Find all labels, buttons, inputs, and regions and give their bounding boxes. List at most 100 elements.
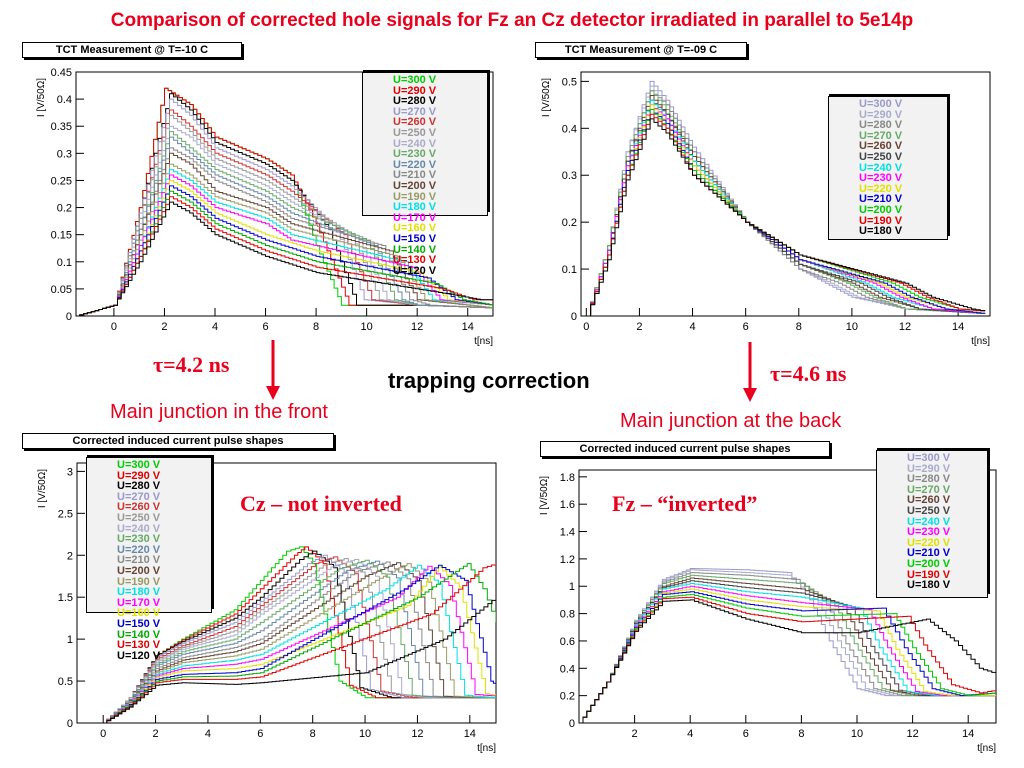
x-tick-label: 0 (583, 321, 589, 333)
legend-entry: U=180 V (117, 586, 161, 599)
legend-entry: U=190 V (907, 568, 951, 581)
legend-entry: U=250 V (907, 504, 951, 517)
x-tick-label: 6 (257, 728, 263, 740)
legend-entry: U=300 V (859, 98, 903, 110)
legend-top-left: U=300 V U=290 V U=280 V U=270 V U=260 V U=250… (362, 70, 490, 276)
series-line (579, 574, 996, 723)
junction-left-label: Main junction in the front (110, 401, 328, 423)
x-tick-label: 0 (111, 321, 117, 333)
y-tick-label: 1.2 (560, 554, 575, 566)
y-axis-label: I [V/50Ω] (541, 78, 552, 117)
legend-entry: U=130 V (393, 254, 437, 267)
legend-entry: U=230 V (117, 533, 161, 546)
y-tick-label: 0.15 (51, 230, 72, 242)
legend-entry: U=280 V (117, 480, 161, 493)
legend-entry: U=270 V (117, 490, 161, 503)
y-axis-label: I [V/50Ω] (36, 78, 47, 117)
legend-entry: U=260 V (907, 494, 951, 507)
y-tick-label: 0.4 (560, 663, 575, 675)
series-line (76, 152, 493, 316)
series-line (77, 558, 496, 723)
legend-entry: U=220 V (907, 536, 951, 549)
x-tick-label: 6 (743, 728, 749, 740)
x-tick-label: 10 (359, 728, 371, 740)
y-tick-label: 1.8 (560, 472, 575, 484)
y-tick-label: 1 (67, 634, 73, 646)
legend-entry: U=190 V (117, 575, 161, 588)
y-tick-label: 0.4 (57, 94, 72, 106)
legend-entry: U=150 V (117, 617, 161, 630)
y-tick-label: 0 (67, 718, 73, 730)
legend-entry: U=270 V (907, 483, 951, 496)
legend-entry: U=300 V (393, 74, 437, 86)
series-line (579, 593, 996, 723)
series-line (76, 163, 493, 316)
y-tick-label: 0.5 (562, 76, 577, 88)
legend-entry: U=200 V (393, 179, 437, 192)
y-tick-label: 1.6 (560, 499, 575, 511)
series-line (579, 599, 996, 723)
legend-top-right: U=300 V U=290 V U=280 V U=270 V U=260 V U=250… (828, 94, 950, 240)
legend-entry: U=160 V (393, 222, 437, 235)
legend-entry: U=290 V (859, 108, 903, 121)
legend-entry: U=200 V (907, 557, 951, 570)
legend-entry: U=250 V (117, 511, 161, 524)
fz-label: Fz – “inverted” (612, 491, 758, 516)
legend-entry: U=180 V (907, 579, 951, 592)
y-tick-label: 0 (569, 718, 575, 730)
y-tick-label: 0.6 (560, 636, 575, 648)
x-tick-label: 12 (411, 728, 423, 740)
x-tick-label: 2 (161, 321, 167, 333)
x-axis-label: t[ns] (977, 743, 996, 754)
legend-entry: U=220 V (117, 543, 161, 556)
legend-entry: U=120 V (393, 264, 437, 277)
x-tick-label: 12 (411, 321, 423, 333)
legend-entry: U=130 V (117, 639, 161, 652)
legend-bottom-right: U=300 V U=290 V U=280 V U=270 V U=260 V U=250… (876, 448, 990, 598)
x-tick-label: 12 (899, 321, 911, 333)
legend-entry: U=250 V (859, 150, 903, 163)
tau-right-label: τ=4.6 ns (770, 361, 847, 386)
legend-entry: U=180 V (393, 201, 437, 214)
x-tick-label: 14 (464, 728, 476, 740)
legend-entry: U=300 V (907, 452, 951, 464)
legend-entry: U=300 V (117, 459, 161, 471)
legend-entry: U=170 V (117, 596, 161, 609)
cz-label: Cz – not inverted (240, 491, 402, 516)
x-tick-label: 0 (100, 728, 106, 740)
legend-entry: U=260 V (117, 501, 161, 514)
x-tick-label: 2 (632, 728, 638, 740)
y-axis-label: I [V/50Ω] (37, 469, 48, 508)
legend-entry: U=200 V (859, 203, 903, 216)
x-tick-label: 8 (310, 728, 316, 740)
legend-entry: U=290 V (117, 469, 161, 482)
legend-entry: U=140 V (393, 243, 437, 256)
y-axis-label: I [V/50Ω] (539, 476, 550, 515)
series-line (76, 174, 493, 316)
x-tick-label: 14 (952, 321, 964, 333)
x-axis-label: t[ns] (474, 336, 493, 347)
x-tick-label: 10 (361, 321, 373, 333)
legend-entry: U=150 V (393, 232, 437, 245)
legend-entry: U=230 V (859, 172, 903, 185)
legend-entry: U=180 V (859, 225, 903, 238)
series-line (76, 136, 493, 316)
y-tick-label: 0.45 (51, 67, 72, 79)
legend-entry: U=230 V (907, 526, 951, 539)
legend-entry: U=220 V (859, 182, 903, 195)
series-line (579, 585, 996, 723)
y-tick-label: 1.5 (58, 592, 73, 604)
legend-entry: U=210 V (907, 547, 951, 560)
series-line (586, 118, 986, 316)
y-tick-label: 1.4 (560, 527, 575, 539)
series-line (76, 185, 493, 316)
legend-entry: U=230 V (393, 148, 437, 161)
legend-entry: U=210 V (859, 193, 903, 206)
y-tick-label: 0.5 (58, 676, 73, 688)
legend-entry: U=280 V (859, 119, 903, 132)
legend-entry: U=280 V (393, 95, 437, 108)
x-tick-label: 8 (798, 728, 804, 740)
series-line (76, 147, 493, 316)
legend-bottom-left: U=300 V U=290 V U=280 V U=270 V U=260 V U=250… (86, 455, 214, 661)
y-tick-label: 0.2 (57, 203, 72, 215)
